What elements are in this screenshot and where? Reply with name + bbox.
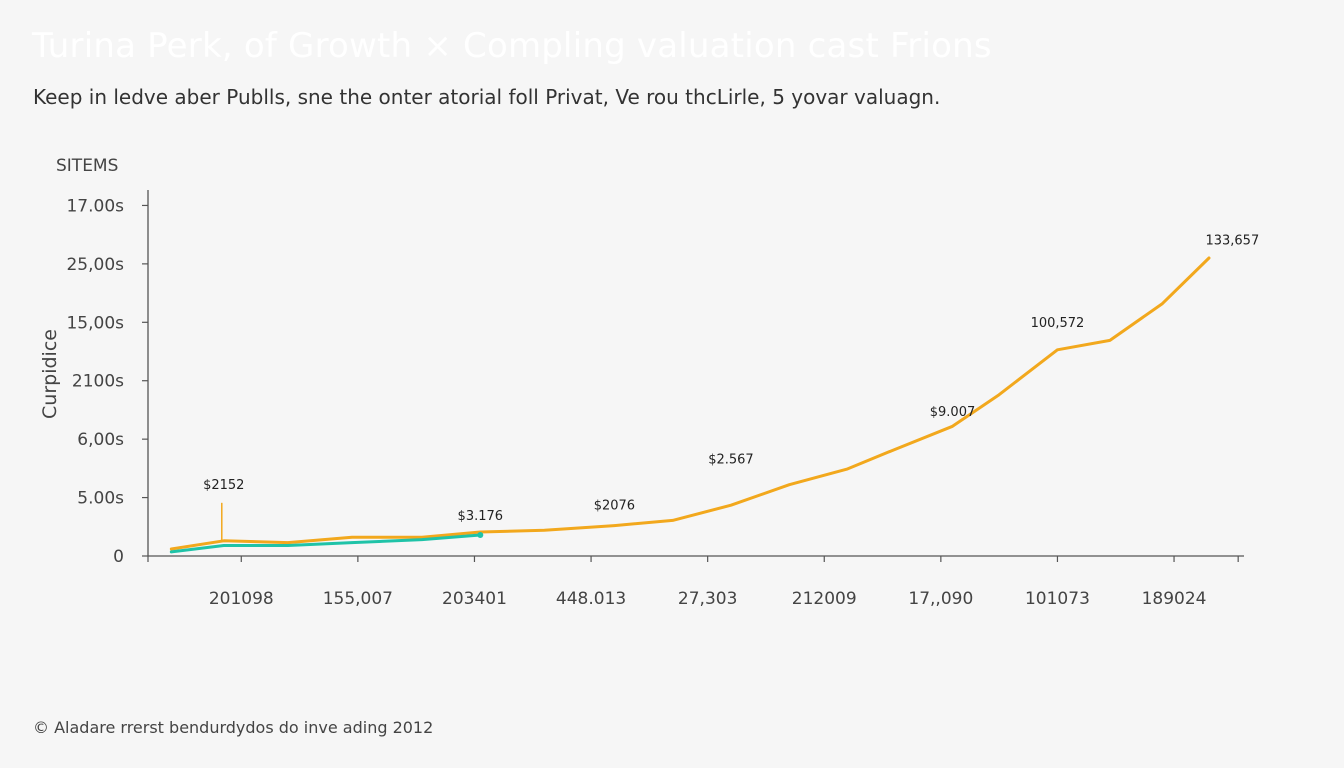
y-axis-ticks: 0 5.00s 6,00s 2100s 15,00s 25,00s 17.00s (66, 196, 148, 567)
series-point (477, 531, 484, 538)
series-point (170, 550, 173, 554)
y-tick-label: 5.00s (77, 489, 124, 509)
series-point (543, 529, 546, 532)
series-point (846, 467, 849, 471)
data-label: $2152 (203, 478, 244, 493)
x-tick-label: 17,,090 (908, 589, 973, 609)
x-tick-label: 201098 (209, 589, 274, 609)
x-tick-label: 212009 (792, 589, 857, 609)
series-point (1161, 302, 1164, 305)
x-tick-label: 448.013 (556, 589, 626, 609)
data-label: 133,657 (1205, 234, 1259, 249)
x-tick-label: 189024 (1142, 589, 1207, 609)
chart-axes (147, 190, 1244, 557)
data-label: $9.007 (930, 405, 976, 420)
page-title: Turina Perk, of Growth × Compling valuat… (32, 26, 992, 66)
series-point (222, 539, 225, 543)
data-label: 100,572 (1031, 316, 1085, 331)
x-tick-label: 101073 (1025, 589, 1090, 609)
data-label: $2.567 (708, 453, 754, 468)
y-tick-label: 25,00s (66, 255, 124, 275)
series-line-1 (169, 256, 1211, 551)
y-tick-label: 0 (113, 547, 124, 567)
data-label: $2076 (594, 498, 635, 513)
y-tick-label: 2100s (72, 372, 124, 392)
x-tick-label: 27,303 (678, 589, 737, 609)
data-label: $3.176 (458, 509, 504, 524)
series-point (350, 536, 354, 539)
y-tick-label: 17.00s (66, 196, 124, 216)
series-point (951, 425, 954, 428)
series-point (286, 541, 290, 544)
series-point (420, 538, 424, 541)
footer-copyright: © Aladare rrerst bendurdydos do inve adi… (33, 718, 434, 737)
series-point (420, 536, 424, 539)
series-point (997, 393, 1001, 396)
series-point (788, 483, 791, 486)
series-point (286, 544, 290, 547)
x-axis-ticks: 201098 155,007 203401 448.013 27,303 212009 17… (147, 556, 1239, 609)
series-lines (169, 256, 1211, 554)
axis-corner-label: SITEMS (56, 156, 119, 176)
y-axis-label: Curpidice (39, 329, 61, 419)
series-point (350, 541, 354, 544)
series-point (222, 544, 225, 547)
series-point (1108, 339, 1112, 342)
series-point (613, 524, 616, 527)
series-point (1207, 256, 1211, 260)
x-tick-label: 155,007 (323, 589, 393, 609)
series-line-2 (169, 533, 482, 554)
y-tick-label: 15,00s (66, 313, 124, 333)
data-labels: $2152 $3.176 $2076 $2.567 $9.007 100,572 133,6… (203, 234, 1259, 524)
series-point (1056, 348, 1059, 351)
series-point (729, 503, 733, 507)
x-tick-label: 203401 (442, 589, 507, 609)
y-tick-label: 6,00s (77, 430, 124, 450)
series-point (671, 519, 674, 522)
page-subtitle: Keep in ledve aber Publls, sne the onter… (33, 85, 941, 109)
series-point (893, 448, 896, 451)
series-point (170, 547, 173, 551)
